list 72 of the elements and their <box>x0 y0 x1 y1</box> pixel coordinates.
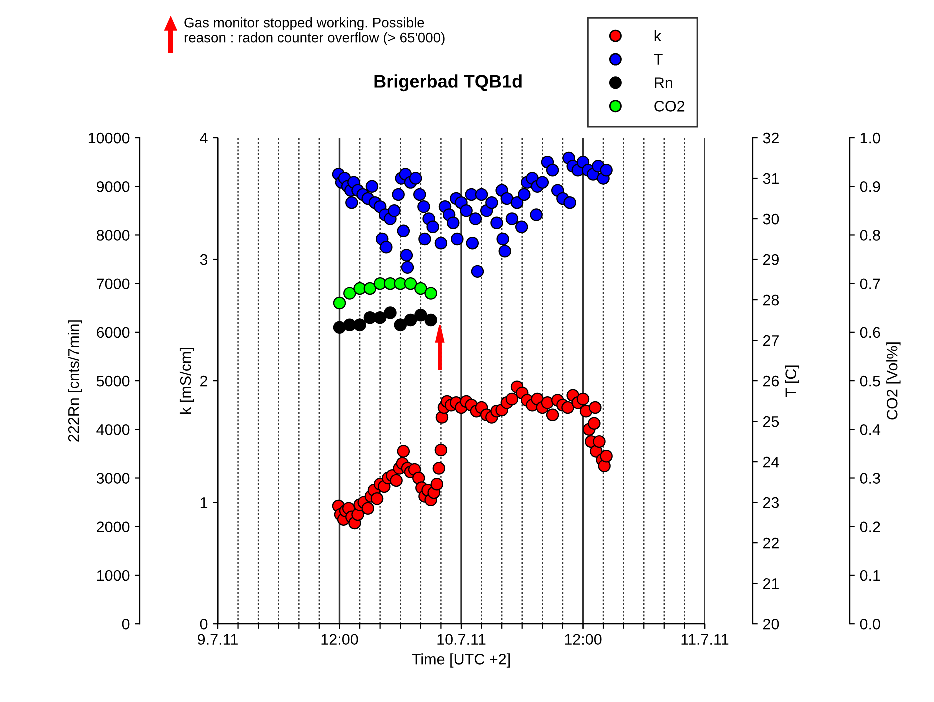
point <box>404 277 418 290</box>
y2-tick-label: 0.3 <box>860 473 880 484</box>
y2-tick-label: 0.8 <box>860 230 880 241</box>
point <box>364 282 377 296</box>
point <box>384 277 397 290</box>
point <box>404 314 418 327</box>
point <box>394 318 408 332</box>
y-tick-label: 2 <box>200 376 208 387</box>
y-tick-label: 10000 <box>88 132 130 144</box>
y-tick-label: 0 <box>200 618 208 630</box>
y2-tick-label: 21 <box>763 578 779 590</box>
x-tick-label: 10.7.11 <box>438 634 486 646</box>
y-tick-label: 7000 <box>97 278 130 290</box>
x-tick-label: 9.7.11 <box>198 634 238 646</box>
x-tick-label: 12:00 <box>322 634 358 646</box>
y-axis-title: 222Rn [cnts/7min] <box>68 320 82 442</box>
x-tick-label: 11.7.11 <box>682 634 729 645</box>
legend-label: CO2 <box>654 101 685 112</box>
point <box>384 306 397 320</box>
y2-tick-label: 20 <box>763 618 780 630</box>
y-tick-label: 2000 <box>97 522 130 533</box>
y2-tick-label: 0.9 <box>860 181 880 192</box>
y-tick-label: 3000 <box>96 473 130 484</box>
y2-axis-title: T [C] <box>785 366 800 398</box>
y2-tick-label: 0.1 <box>860 570 880 582</box>
y2-tick-label: 23 <box>763 497 780 508</box>
y2-tick-label: 0.0 <box>860 618 880 630</box>
y-tick-label: 8000 <box>96 230 130 241</box>
legend-label: k <box>654 30 662 42</box>
y2-tick-label: 29 <box>763 254 779 266</box>
legend-label: Rn <box>655 78 672 88</box>
point <box>333 321 346 334</box>
x-axis-title: Time [UTC +2] <box>412 654 510 668</box>
text: Gas monitor stopped working. Possible reason : radon counter overflow (> 65'000) <box>184 18 445 46</box>
y2-tick-label: 30 <box>763 214 780 225</box>
y2-tick-label: 32 <box>763 132 779 144</box>
y2-tick-label: 0.7 <box>860 278 880 290</box>
y-tick-label: 6000 <box>97 327 130 338</box>
y2-tick-label: 1.0 <box>860 132 880 144</box>
chart-title: Brigerbad TQB1d <box>374 74 522 92</box>
y2-tick-label: 0.4 <box>860 424 881 436</box>
y-tick-label: 1000 <box>97 570 130 582</box>
y2-tick-label: 27 <box>763 335 779 346</box>
y-tick-label: 5000 <box>96 376 130 387</box>
y-axis-title: k [mS/cm] <box>180 348 194 414</box>
point <box>333 296 346 310</box>
y-tick-label: 4 <box>200 133 208 144</box>
point <box>344 287 356 300</box>
y2-tick-label: 0.2 <box>860 522 880 533</box>
point <box>414 282 428 296</box>
point <box>374 311 387 324</box>
y2-axis-title: CO2 [Vol%] <box>886 342 901 420</box>
y2-tick-label: 31 <box>763 173 779 184</box>
y2-tick-label: 0.6 <box>860 327 880 338</box>
point <box>414 309 428 322</box>
x-tick-label: 12:00 <box>565 634 602 646</box>
point <box>424 287 438 300</box>
y2-tick-label: 24 <box>763 456 780 468</box>
y-tick-label: 3 <box>200 254 208 266</box>
y-tick-label: 4000 <box>96 424 130 436</box>
y-tick-label: 1 <box>200 498 208 508</box>
y2-tick-label: 26 <box>763 376 780 387</box>
point <box>354 318 366 332</box>
y2-tick-label: 0.5 <box>860 376 880 387</box>
y-tick-label: 0 <box>122 618 130 630</box>
y2-tick-label: 28 <box>763 294 780 306</box>
y2-tick-label: 25 <box>763 416 780 428</box>
legend-label: T <box>654 54 663 65</box>
point <box>354 282 366 296</box>
y-tick-label: 9000 <box>97 181 130 192</box>
y2-tick-label: 22 <box>763 538 779 549</box>
point <box>424 314 438 327</box>
